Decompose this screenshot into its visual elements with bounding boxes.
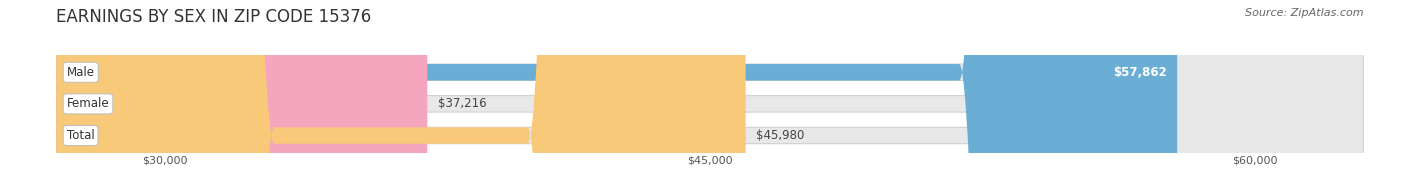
FancyBboxPatch shape <box>56 0 1364 196</box>
Text: $37,216: $37,216 <box>437 97 486 110</box>
Text: Source: ZipAtlas.com: Source: ZipAtlas.com <box>1246 8 1364 18</box>
FancyBboxPatch shape <box>56 0 745 196</box>
Text: $57,862: $57,862 <box>1114 66 1167 79</box>
Text: Female: Female <box>66 97 110 110</box>
Text: Male: Male <box>66 66 94 79</box>
FancyBboxPatch shape <box>56 0 1364 196</box>
FancyBboxPatch shape <box>56 0 427 196</box>
Text: Total: Total <box>66 129 94 142</box>
FancyBboxPatch shape <box>56 0 1364 196</box>
Text: EARNINGS BY SEX IN ZIP CODE 15376: EARNINGS BY SEX IN ZIP CODE 15376 <box>56 8 371 26</box>
FancyBboxPatch shape <box>56 0 1177 196</box>
Text: $45,980: $45,980 <box>756 129 804 142</box>
